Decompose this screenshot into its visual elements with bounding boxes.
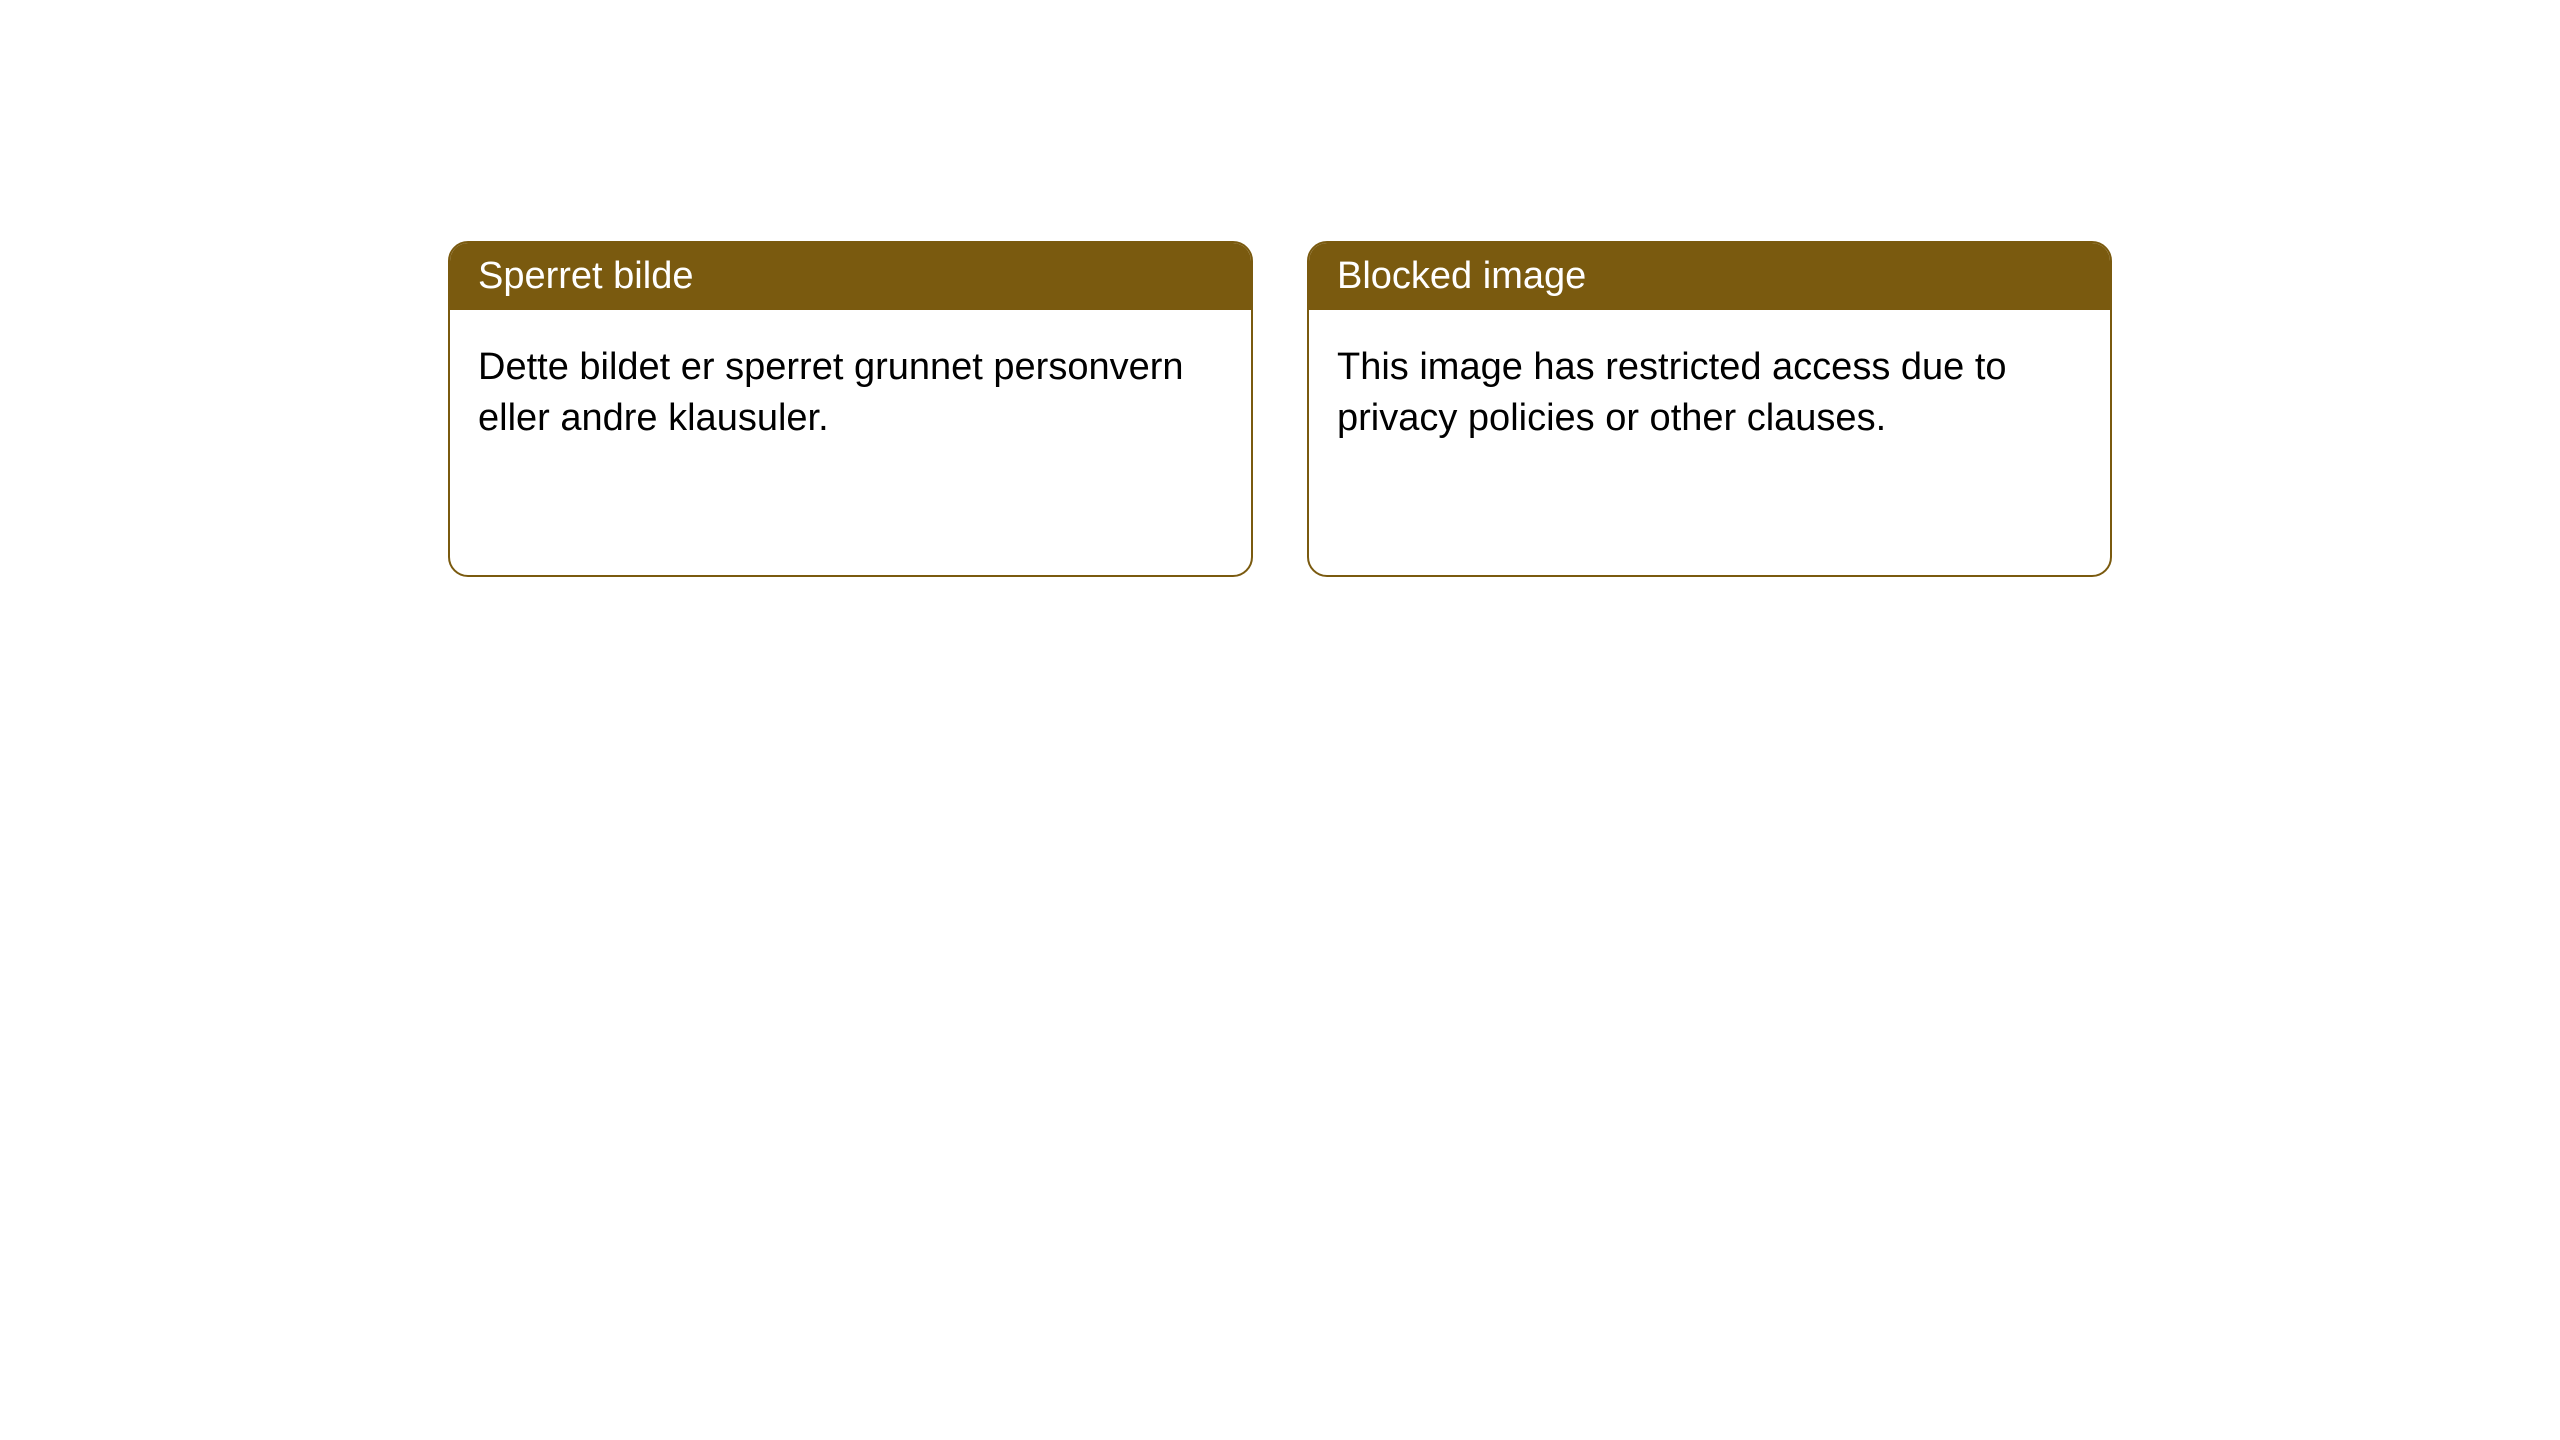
cards-container: Sperret bilde Dette bildet er sperret gr…	[0, 0, 2560, 577]
card-header: Sperret bilde	[450, 243, 1251, 310]
card-body-text: This image has restricted access due to …	[1337, 346, 2007, 439]
blocked-image-card-english: Blocked image This image has restricted …	[1307, 241, 2112, 577]
card-header-text: Sperret bilde	[478, 255, 693, 297]
card-body: This image has restricted access due to …	[1309, 310, 2110, 477]
card-body: Dette bildet er sperret grunnet personve…	[450, 310, 1251, 477]
card-header-text: Blocked image	[1337, 255, 1586, 297]
card-body-text: Dette bildet er sperret grunnet personve…	[478, 346, 1184, 439]
blocked-image-card-norwegian: Sperret bilde Dette bildet er sperret gr…	[448, 241, 1253, 577]
card-header: Blocked image	[1309, 243, 2110, 310]
